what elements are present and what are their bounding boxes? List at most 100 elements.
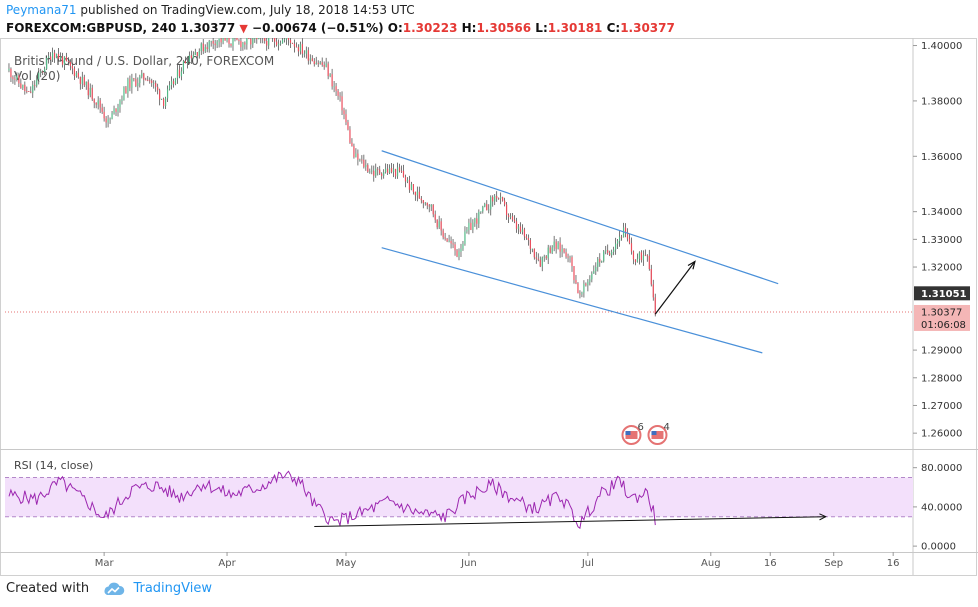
candle-body <box>383 172 385 176</box>
candle-body <box>186 62 188 64</box>
candle-body <box>139 76 141 83</box>
candle-body <box>172 81 175 85</box>
candle-body <box>174 78 177 85</box>
candle-body <box>394 168 397 177</box>
candle-body <box>145 79 147 81</box>
candle-body <box>97 100 99 105</box>
candle-body <box>264 38 266 42</box>
candle-body <box>8 68 10 71</box>
candle-body <box>478 211 480 224</box>
candle-body <box>490 196 492 210</box>
candle-body <box>81 76 83 84</box>
candle-body <box>83 76 85 86</box>
candle-body <box>392 168 395 173</box>
candle-body <box>644 255 646 257</box>
candle-body <box>26 91 28 92</box>
candle-body <box>87 81 89 96</box>
candle-body <box>198 51 200 57</box>
candle-body <box>420 198 422 201</box>
candle-body <box>321 62 323 65</box>
candle-body <box>299 44 301 52</box>
candle-body <box>503 200 506 205</box>
symbol-legend: FOREXCOM:GBPUSD, 240 1.30377 ▼ −0.00674 … <box>6 21 675 35</box>
candle-body <box>274 38 276 42</box>
candle-body <box>430 204 432 207</box>
high-value: 1.30566 <box>476 21 532 35</box>
candle-body <box>339 95 341 97</box>
candle-body <box>335 86 337 91</box>
candle-body <box>557 242 559 249</box>
candle-body <box>521 229 524 232</box>
candle-body <box>537 258 539 260</box>
candle-body <box>192 55 194 59</box>
candle-body <box>519 226 522 232</box>
candle-body <box>531 248 533 250</box>
candle-body <box>248 38 250 39</box>
candle-body <box>492 196 494 202</box>
event-badge-count: 6 <box>637 422 643 433</box>
price-tick-label: 1.29000 <box>921 346 962 357</box>
candle-body <box>71 65 74 69</box>
candle-body <box>101 107 103 112</box>
candle-body <box>375 168 377 176</box>
candle-body <box>593 271 595 274</box>
candle-body <box>470 222 472 230</box>
candle-body <box>228 38 230 44</box>
candle-body <box>20 83 22 89</box>
candle-body <box>38 72 40 80</box>
candle-body <box>587 281 589 286</box>
candle-body <box>103 111 105 119</box>
candle-body <box>125 87 127 94</box>
candle-body <box>222 38 224 43</box>
candle-body <box>543 256 545 258</box>
candle-body <box>137 82 139 86</box>
candle-body <box>599 258 601 263</box>
candle-body <box>412 184 415 192</box>
candle-body <box>305 50 307 54</box>
time-tick-label: Mar <box>95 558 115 569</box>
candle-body <box>176 69 179 79</box>
tradingview-brand[interactable]: TradingView <box>133 581 212 596</box>
candle-body <box>555 241 557 249</box>
candle-body <box>547 247 549 259</box>
published-text: published on TradingView.com, July 18, 2… <box>80 3 415 17</box>
candle-body <box>527 238 529 241</box>
candle-body <box>40 71 42 73</box>
candle-body <box>507 215 510 217</box>
candle-body <box>579 293 581 295</box>
candle-body <box>115 108 117 112</box>
candle-body <box>22 84 24 89</box>
candle-body <box>287 38 290 40</box>
candle-body <box>406 179 409 182</box>
candle-body <box>202 43 204 52</box>
candle-body <box>333 86 335 87</box>
candle-body <box>119 100 121 108</box>
candle-body <box>331 74 333 87</box>
candle-body <box>434 214 436 220</box>
footer: Created with TradingView <box>6 581 212 596</box>
candle-body <box>468 222 470 230</box>
event-flag-canton <box>625 431 631 435</box>
candle-body <box>143 73 145 80</box>
chart-canvas[interactable]: 1.40000 1.38000 1.36000 1.34000 1.33000 1.320… <box>0 38 978 578</box>
candle-body <box>436 219 438 228</box>
candle-body <box>367 165 369 172</box>
candle-body <box>636 258 639 262</box>
candle-body <box>533 248 535 258</box>
candle-body <box>379 169 381 174</box>
candle-body <box>609 252 611 256</box>
candle-body <box>220 38 222 43</box>
candle-body <box>583 283 585 293</box>
volume-overlay-label: Vol (20) <box>14 69 60 83</box>
candle-body <box>529 240 531 249</box>
candle-body <box>16 75 18 80</box>
candle-body <box>147 79 149 81</box>
channel-upper-line <box>381 150 779 285</box>
candle-body <box>567 256 569 258</box>
candle-body <box>589 279 591 282</box>
candle-body <box>127 79 129 94</box>
open-label: O: <box>387 21 403 35</box>
candle-body <box>246 38 248 45</box>
candle-body <box>196 52 198 57</box>
author-link[interactable]: Peymana71 <box>6 3 77 17</box>
